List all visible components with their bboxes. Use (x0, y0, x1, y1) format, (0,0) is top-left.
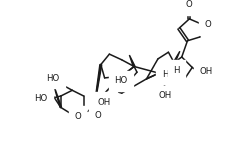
Polygon shape (53, 84, 62, 108)
Text: OH: OH (159, 91, 172, 100)
Text: OH: OH (200, 67, 213, 76)
Polygon shape (105, 75, 122, 93)
Text: H: H (173, 66, 180, 75)
Text: HO: HO (34, 94, 48, 103)
Text: O: O (186, 0, 193, 9)
Text: O: O (74, 112, 81, 120)
Text: OH: OH (98, 98, 111, 107)
Polygon shape (173, 51, 180, 63)
Polygon shape (93, 64, 102, 114)
Text: O: O (205, 20, 211, 29)
Text: O: O (94, 111, 101, 119)
Text: H: H (162, 70, 168, 79)
Text: HO: HO (47, 74, 60, 83)
Text: HO: HO (114, 76, 128, 85)
Polygon shape (129, 55, 135, 67)
